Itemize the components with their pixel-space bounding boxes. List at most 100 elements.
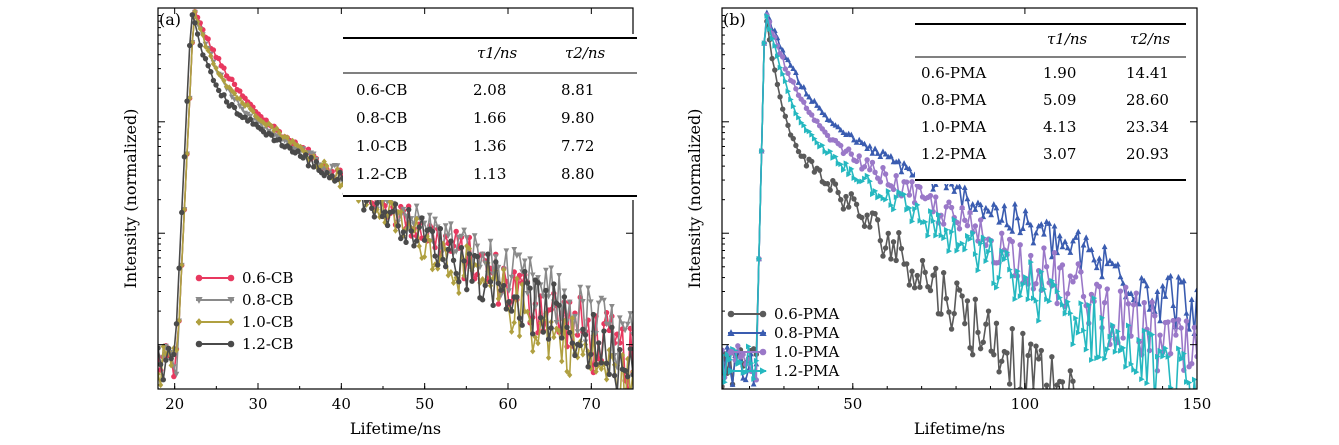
data-point	[764, 13, 770, 19]
data-point	[606, 322, 613, 328]
data-point	[595, 340, 602, 346]
data-point	[790, 79, 796, 85]
data-point	[1023, 274, 1029, 281]
data-point	[556, 302, 562, 308]
data-point	[1052, 394, 1057, 399]
data-point	[208, 69, 214, 75]
data-point	[1173, 409, 1178, 414]
data-point	[1051, 222, 1058, 229]
data-point	[572, 313, 578, 320]
data-point	[1167, 272, 1174, 279]
data-point	[917, 284, 923, 290]
data-point	[1128, 361, 1135, 367]
data-point	[893, 194, 900, 201]
data-point	[933, 265, 939, 272]
data-point	[1108, 409, 1113, 414]
data-point	[516, 272, 523, 279]
data-point	[835, 189, 841, 196]
data-point	[967, 209, 973, 216]
data-point	[1078, 300, 1085, 307]
data-point	[1009, 238, 1015, 245]
data-point	[785, 70, 791, 77]
data-point	[1167, 350, 1174, 357]
data-point	[1012, 201, 1018, 207]
data-point	[303, 152, 309, 158]
data-point	[390, 208, 396, 215]
data-point	[400, 206, 407, 213]
data-point	[492, 254, 499, 260]
data-point	[1063, 409, 1068, 414]
data-point	[793, 69, 799, 75]
table-cell: 2.08	[473, 81, 506, 99]
data-point	[1118, 348, 1124, 354]
data-point	[729, 381, 736, 387]
data-point	[840, 206, 847, 212]
table-cell: 1.0-CB	[356, 137, 407, 155]
data-point	[239, 106, 246, 113]
data-point	[838, 197, 844, 203]
data-point	[297, 143, 304, 150]
data-point	[1117, 273, 1124, 280]
data-point	[310, 164, 317, 170]
data-point	[1138, 274, 1145, 281]
data-point	[1028, 259, 1034, 266]
data-point	[959, 293, 965, 299]
data-point	[1070, 341, 1077, 348]
data-point	[1126, 409, 1131, 414]
data-point	[874, 217, 881, 223]
data-point	[200, 52, 206, 58]
data-point	[1020, 330, 1026, 337]
legend-label: 1.2-CB	[242, 335, 293, 353]
data-point	[1038, 221, 1045, 227]
data-point	[445, 246, 451, 253]
data-point	[1157, 347, 1164, 354]
table-cell: 0.8-PMA	[921, 91, 986, 109]
data-point	[416, 224, 422, 230]
data-point	[1139, 409, 1144, 414]
data-point	[329, 173, 335, 179]
data-point	[603, 360, 610, 367]
data-point	[173, 321, 180, 327]
data-point	[1067, 310, 1074, 317]
data-point	[1083, 346, 1090, 353]
data-point	[237, 95, 243, 102]
data-point	[398, 235, 404, 242]
data-point	[1120, 335, 1126, 341]
data-point	[890, 239, 897, 245]
data-point	[1009, 273, 1016, 279]
data-point	[308, 154, 314, 161]
data-point	[811, 169, 818, 175]
data-point	[442, 223, 449, 229]
data-point	[883, 196, 889, 203]
table-background	[915, 20, 1186, 184]
data-point	[445, 233, 452, 239]
data-point	[379, 213, 386, 220]
data-point	[1091, 256, 1097, 263]
data-point	[1186, 379, 1193, 386]
data-point	[421, 237, 428, 243]
x-tick-label: 40	[332, 395, 351, 413]
data-point	[548, 265, 555, 271]
data-point	[361, 207, 367, 213]
data-point	[1017, 293, 1024, 300]
data-point	[176, 265, 182, 271]
x-tick-label: 150	[1183, 395, 1212, 413]
table-cell: 1.90	[1043, 64, 1076, 82]
data-point	[735, 343, 741, 349]
data-point	[816, 167, 823, 173]
data-point	[880, 164, 886, 171]
data-point	[601, 297, 607, 304]
data-point	[456, 279, 462, 285]
data-point	[530, 348, 536, 355]
data-point	[811, 135, 818, 142]
table-header-cell: τ1/ns	[1047, 30, 1088, 48]
data-point	[551, 334, 557, 341]
data-point	[165, 345, 172, 352]
data-point	[1121, 409, 1126, 414]
data-point	[1009, 326, 1015, 332]
data-point	[927, 192, 934, 199]
data-point	[843, 193, 849, 200]
data-point	[867, 167, 873, 173]
data-point	[964, 298, 971, 304]
data-point	[790, 135, 796, 142]
